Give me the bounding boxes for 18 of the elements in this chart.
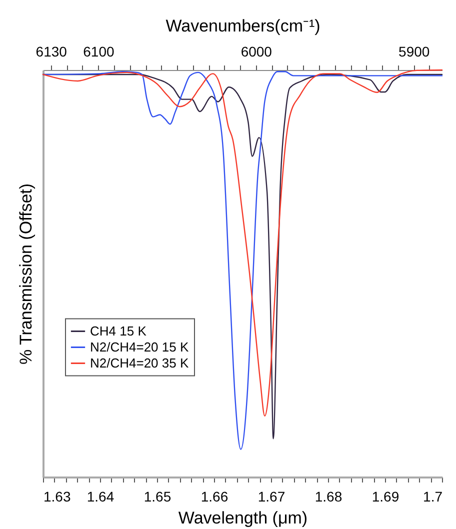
x-tick-label: 1.68 bbox=[314, 488, 342, 504]
legend-label: N2/CH4=20 15 K bbox=[90, 339, 189, 354]
x2-tick-label: 6100 bbox=[83, 44, 114, 60]
legend-label: CH4 15 K bbox=[90, 323, 147, 338]
legend-label: N2/CH4=20 35 K bbox=[90, 355, 189, 370]
x2-tick-label: 6130 bbox=[36, 44, 68, 60]
x-tick-label: 1.66 bbox=[200, 488, 228, 504]
x2-tick-label: 5900 bbox=[398, 44, 430, 60]
x-tick-label: 1.69 bbox=[372, 488, 400, 504]
y-axis-title: % Transmission (Offset) bbox=[16, 183, 36, 365]
x2-axis-title: Wavenumbers(cm⁻¹) bbox=[166, 16, 320, 36]
x-axis-title: Wavelength (μm) bbox=[178, 508, 308, 528]
x-tick-label: 1.63 bbox=[44, 488, 71, 504]
x-tick-label: 1.67 bbox=[258, 488, 286, 504]
x-tick-label: 1.65 bbox=[144, 488, 172, 504]
x-tick-label: 1.64 bbox=[86, 488, 114, 504]
x-tick-label: 1.7 bbox=[423, 488, 443, 504]
x2-tick-label: 6000 bbox=[240, 44, 272, 60]
